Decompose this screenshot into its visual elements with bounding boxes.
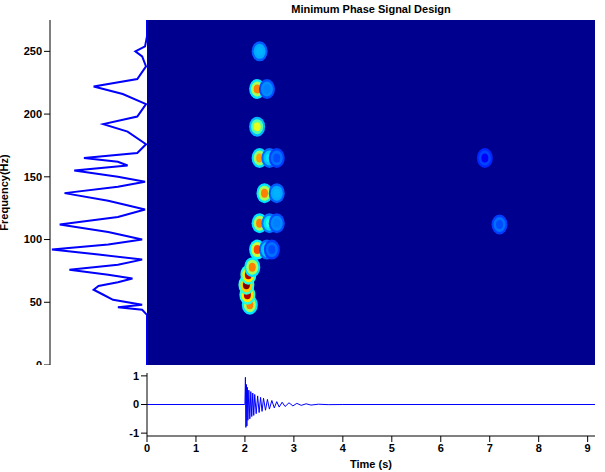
svg-text:Time (s): Time (s) [350,458,392,470]
svg-text:8: 8 [536,442,542,454]
html-text:Minimum Phase Signal Design: Minimum Phase Signal Design [291,3,451,15]
svg-text:-1: -1 [129,427,139,439]
svg-text:1: 1 [193,442,199,454]
svg-text:6: 6 [438,442,444,454]
svg-text:0: 0 [144,442,150,454]
svg-text:7: 7 [487,442,493,454]
svg-text:Frequency(Hz): Frequency(Hz) [0,154,10,231]
svg-text:4: 4 [340,442,347,454]
svg-text:2: 2 [242,442,248,454]
svg-text:1: 1 [133,370,139,382]
svg-text:0: 0 [36,359,42,365]
svg-text:5: 5 [389,442,395,454]
svg-text:3: 3 [291,442,297,454]
svg-text:150: 150 [24,171,42,183]
svg-text:50: 50 [30,296,42,308]
svg-text:9: 9 [585,442,591,454]
svg-text:200: 200 [24,108,42,120]
svg-text:0: 0 [133,398,139,410]
svg-text:250: 250 [24,45,42,57]
svg-text:100: 100 [24,233,42,245]
